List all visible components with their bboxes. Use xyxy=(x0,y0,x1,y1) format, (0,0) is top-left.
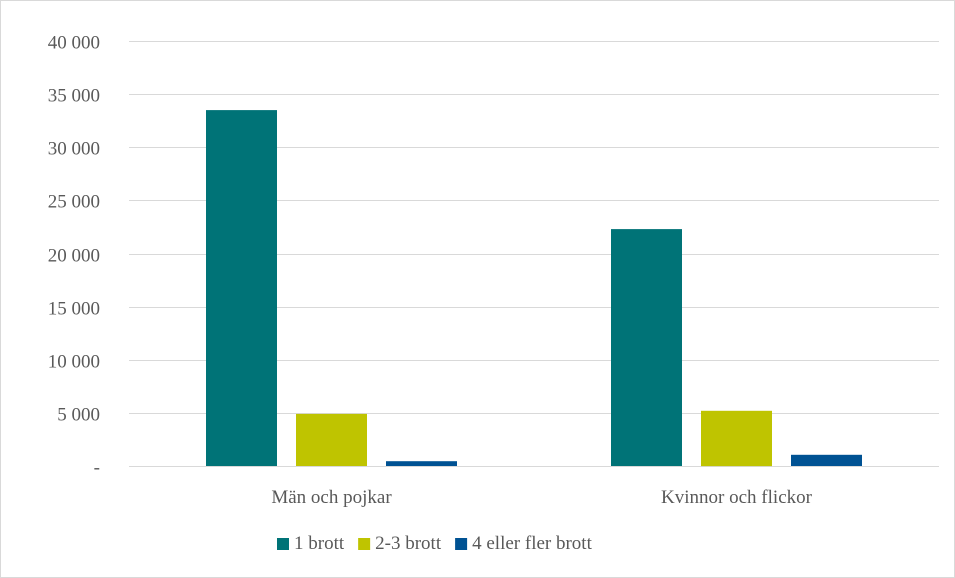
x-category-label: Kvinnor och flickor xyxy=(661,487,813,508)
bar-4-eller-fler-brott xyxy=(386,461,457,466)
bar-1-brott xyxy=(611,229,682,466)
y-tick-label: 15 000 xyxy=(48,299,100,320)
legend-label: 2-3 brott xyxy=(375,533,442,554)
legend-label: 1 brott xyxy=(294,533,345,554)
bar-1-brott xyxy=(206,110,277,466)
y-tick-label: 40 000 xyxy=(48,33,100,54)
x-category-label: Män och pojkar xyxy=(271,487,392,508)
y-axis-tick-labels: - 5 000 10 000 15 000 20 000 25 000 30 000 35 0… xyxy=(48,33,100,479)
bars xyxy=(206,110,862,466)
y-tick-label: 10 000 xyxy=(48,352,100,373)
x-axis-category-labels: Män och pojkar Kvinnor och flickor xyxy=(271,487,812,508)
legend: 1 brott 2-3 brott 4 eller fler brott xyxy=(277,533,593,554)
y-tick-label: 20 000 xyxy=(48,246,100,267)
legend-swatch xyxy=(277,538,289,550)
legend-swatch xyxy=(455,538,467,550)
legend-swatch xyxy=(358,538,370,550)
bar-2-3-brott xyxy=(296,414,367,466)
y-tick-label: - xyxy=(94,458,100,479)
y-tick-label: 30 000 xyxy=(48,139,100,160)
bar-4-eller-fler-brott xyxy=(791,455,862,466)
y-tick-label: 35 000 xyxy=(48,86,100,107)
y-tick-label: 5 000 xyxy=(57,405,100,426)
y-tick-label: 25 000 xyxy=(48,192,100,213)
bar-2-3-brott xyxy=(701,411,772,466)
legend-label: 4 eller fler brott xyxy=(472,533,592,554)
